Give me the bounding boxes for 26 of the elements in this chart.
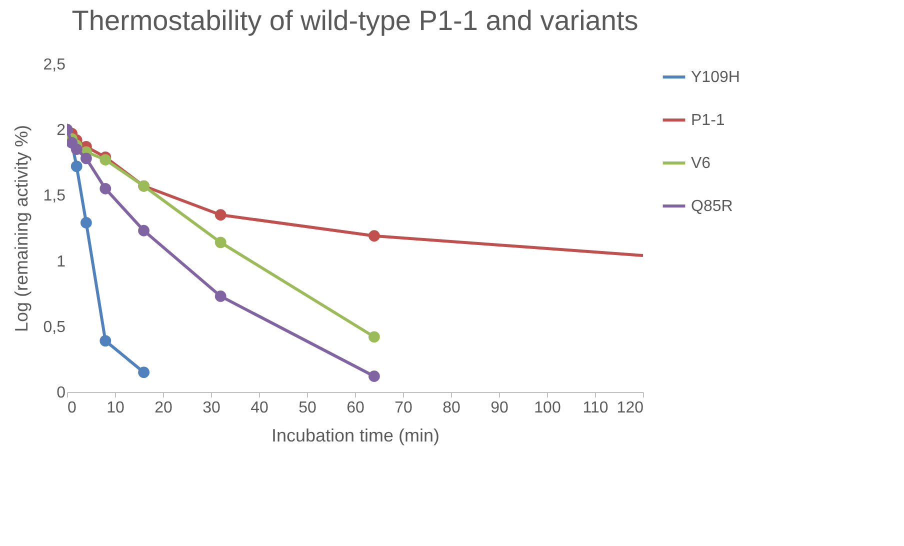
y-tick-label: 1,5: [43, 188, 66, 205]
legend-label: Q85R: [691, 198, 733, 215]
y-tick-label: 2: [56, 122, 66, 140]
x-tick-label: 100: [534, 400, 561, 416]
x-tick-label: 30: [202, 400, 220, 416]
x-tick-label: 0: [68, 400, 76, 416]
legend-label: V6: [691, 155, 711, 172]
y-tick-label: 2,5: [43, 56, 66, 74]
y-tick-label: 0: [56, 384, 66, 402]
x-tick-label: 110: [582, 400, 608, 416]
y-tick-label: 1: [56, 253, 66, 270]
y-axis-title: Log (remaining activity %): [11, 124, 32, 332]
x-tick-label: 50: [298, 400, 316, 416]
x-axis-title: Incubation time (min): [271, 426, 440, 446]
x-tick-label: 80: [442, 400, 460, 416]
x-tick-label: 120: [616, 400, 644, 416]
chart-title: Thermostability of wild-type P1-1 and variants: [72, 5, 638, 36]
y-tick-label: 0,5: [43, 318, 66, 336]
x-tick-label: 60: [346, 400, 364, 416]
x-tick-label: 10: [106, 400, 124, 416]
x-tick-label: 70: [394, 400, 412, 416]
x-tick-label: 20: [154, 400, 172, 416]
legend-label: Y109H: [691, 69, 740, 86]
legend-label: P1-1: [691, 112, 725, 129]
x-tick-label: 90: [490, 400, 508, 416]
x-tick-label: 40: [250, 400, 268, 416]
